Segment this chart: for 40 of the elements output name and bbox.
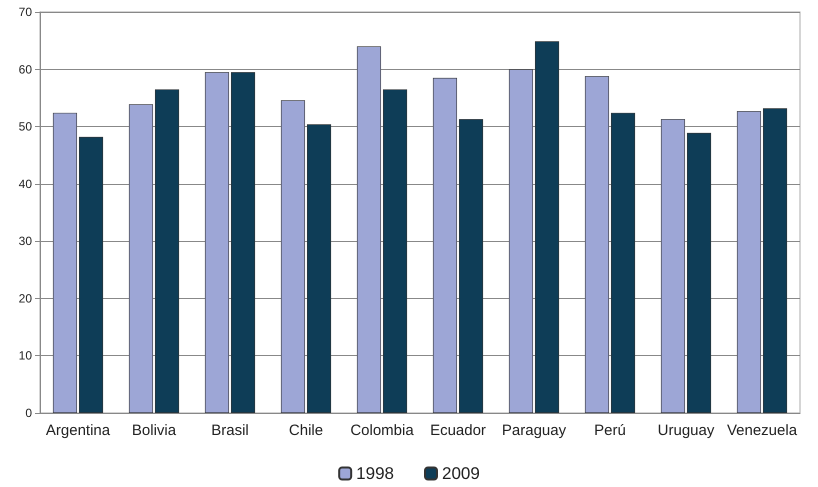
bar	[280, 100, 306, 413]
bar	[52, 112, 78, 413]
bar	[736, 111, 762, 413]
y-tick-label: 70	[18, 5, 32, 19]
bar	[128, 104, 154, 413]
x-tick-label: Bolivia	[132, 422, 177, 439]
bar	[660, 119, 686, 413]
x-tick-label: Venezuela	[726, 422, 798, 439]
x-tick-label: Perú	[594, 422, 626, 439]
bar	[204, 72, 230, 413]
legend-label: 1998	[356, 464, 394, 483]
bar	[154, 89, 180, 413]
y-tick-label: 20	[18, 291, 32, 306]
bar	[508, 69, 534, 413]
y-tick-label: 50	[18, 120, 32, 134]
bar	[534, 41, 560, 413]
x-tick-label: Paraguay	[502, 422, 567, 439]
legend-label: 2009	[442, 464, 480, 483]
bar	[610, 112, 636, 413]
bar	[686, 132, 712, 413]
bar	[432, 78, 458, 413]
y-tick-label: 10	[18, 348, 32, 363]
y-tick-label: 60	[18, 62, 32, 76]
x-tick-label: Chile	[288, 422, 324, 439]
y-tick-label: 40	[18, 176, 32, 191]
x-tick-label: Colombia	[350, 422, 414, 439]
y-tick-label: 0	[25, 406, 32, 420]
x-tick-label: Uruguay	[658, 422, 715, 439]
x-tick-label: Brasil	[211, 422, 249, 439]
bar	[356, 46, 382, 413]
x-tick-label: Argentina	[46, 422, 111, 439]
bar	[382, 89, 408, 413]
x-tick-label: Ecuador	[430, 422, 486, 439]
bar	[762, 108, 788, 413]
bar	[458, 119, 484, 413]
bar	[230, 72, 256, 413]
bar	[306, 124, 332, 413]
bar	[78, 136, 104, 413]
bar	[584, 76, 610, 413]
y-tick-label: 30	[18, 234, 32, 248]
